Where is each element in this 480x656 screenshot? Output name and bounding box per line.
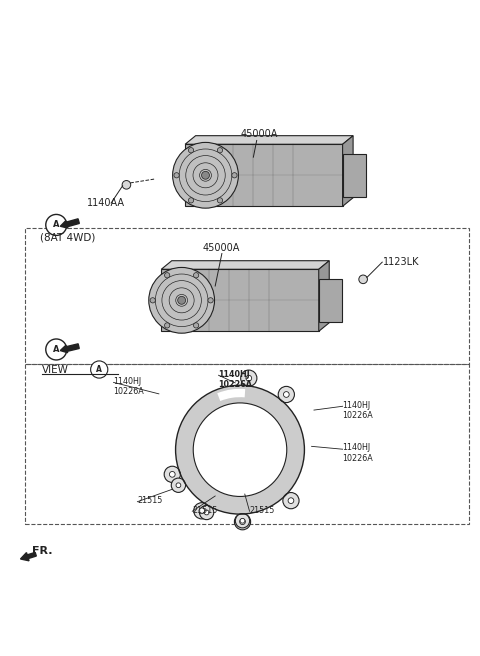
Text: (8AT 4WD): (8AT 4WD) bbox=[39, 233, 95, 243]
Text: 45000A: 45000A bbox=[240, 129, 278, 140]
Circle shape bbox=[232, 173, 237, 178]
Circle shape bbox=[240, 519, 245, 525]
Circle shape bbox=[174, 173, 179, 178]
Circle shape bbox=[176, 385, 304, 514]
Circle shape bbox=[169, 472, 175, 477]
Text: FR.: FR. bbox=[33, 546, 53, 556]
Text: 45000A: 45000A bbox=[202, 243, 240, 253]
Circle shape bbox=[240, 518, 245, 523]
Text: 1140HJ
10226A: 1140HJ 10226A bbox=[114, 377, 144, 396]
Circle shape bbox=[193, 403, 287, 497]
Circle shape bbox=[200, 505, 214, 520]
Circle shape bbox=[122, 180, 131, 189]
Circle shape bbox=[165, 273, 170, 278]
Text: 1140HJ
10226A: 1140HJ 10226A bbox=[343, 401, 373, 420]
Polygon shape bbox=[185, 144, 343, 206]
Circle shape bbox=[46, 215, 67, 236]
Circle shape bbox=[178, 297, 186, 304]
Circle shape bbox=[235, 514, 250, 528]
Circle shape bbox=[199, 508, 204, 514]
Circle shape bbox=[176, 483, 181, 487]
Text: 1140AA: 1140AA bbox=[87, 198, 125, 208]
Circle shape bbox=[189, 148, 193, 153]
Circle shape bbox=[194, 502, 210, 519]
Bar bbox=[25, 364, 469, 523]
Text: 21515: 21515 bbox=[250, 506, 275, 514]
Circle shape bbox=[283, 493, 299, 509]
Circle shape bbox=[240, 370, 257, 386]
Polygon shape bbox=[161, 260, 329, 270]
Circle shape bbox=[150, 298, 156, 303]
Circle shape bbox=[189, 197, 193, 203]
FancyArrow shape bbox=[60, 219, 79, 228]
Text: 1123LK: 1123LK bbox=[383, 257, 420, 267]
Circle shape bbox=[202, 171, 209, 179]
Polygon shape bbox=[343, 154, 365, 197]
Circle shape bbox=[359, 275, 367, 283]
Circle shape bbox=[46, 339, 67, 360]
Text: A: A bbox=[53, 220, 60, 230]
Polygon shape bbox=[343, 136, 353, 206]
Circle shape bbox=[164, 466, 180, 482]
Polygon shape bbox=[319, 260, 329, 331]
FancyArrow shape bbox=[21, 552, 36, 561]
Circle shape bbox=[173, 142, 239, 208]
Text: 1140HJ
10226A: 1140HJ 10226A bbox=[218, 369, 252, 389]
Circle shape bbox=[288, 498, 294, 504]
Circle shape bbox=[208, 298, 213, 303]
Circle shape bbox=[278, 386, 294, 403]
Bar bbox=[25, 228, 469, 364]
Polygon shape bbox=[185, 136, 353, 144]
Circle shape bbox=[217, 148, 223, 153]
Circle shape bbox=[246, 375, 252, 381]
Text: VIEW: VIEW bbox=[42, 365, 69, 375]
Polygon shape bbox=[161, 270, 319, 331]
Text: A: A bbox=[96, 365, 102, 374]
Circle shape bbox=[165, 323, 170, 328]
Circle shape bbox=[234, 514, 251, 530]
Text: A: A bbox=[53, 345, 60, 354]
Circle shape bbox=[149, 268, 215, 333]
Text: 21515: 21515 bbox=[137, 496, 163, 505]
Circle shape bbox=[193, 323, 199, 328]
Circle shape bbox=[217, 197, 223, 203]
Circle shape bbox=[171, 478, 186, 493]
Circle shape bbox=[284, 392, 289, 398]
Text: 1140HJ
10226A: 1140HJ 10226A bbox=[343, 443, 373, 463]
Polygon shape bbox=[319, 279, 342, 322]
FancyArrow shape bbox=[60, 344, 79, 353]
Circle shape bbox=[193, 273, 199, 278]
Circle shape bbox=[91, 361, 108, 378]
Text: 21515: 21515 bbox=[192, 506, 217, 514]
Circle shape bbox=[204, 510, 209, 515]
